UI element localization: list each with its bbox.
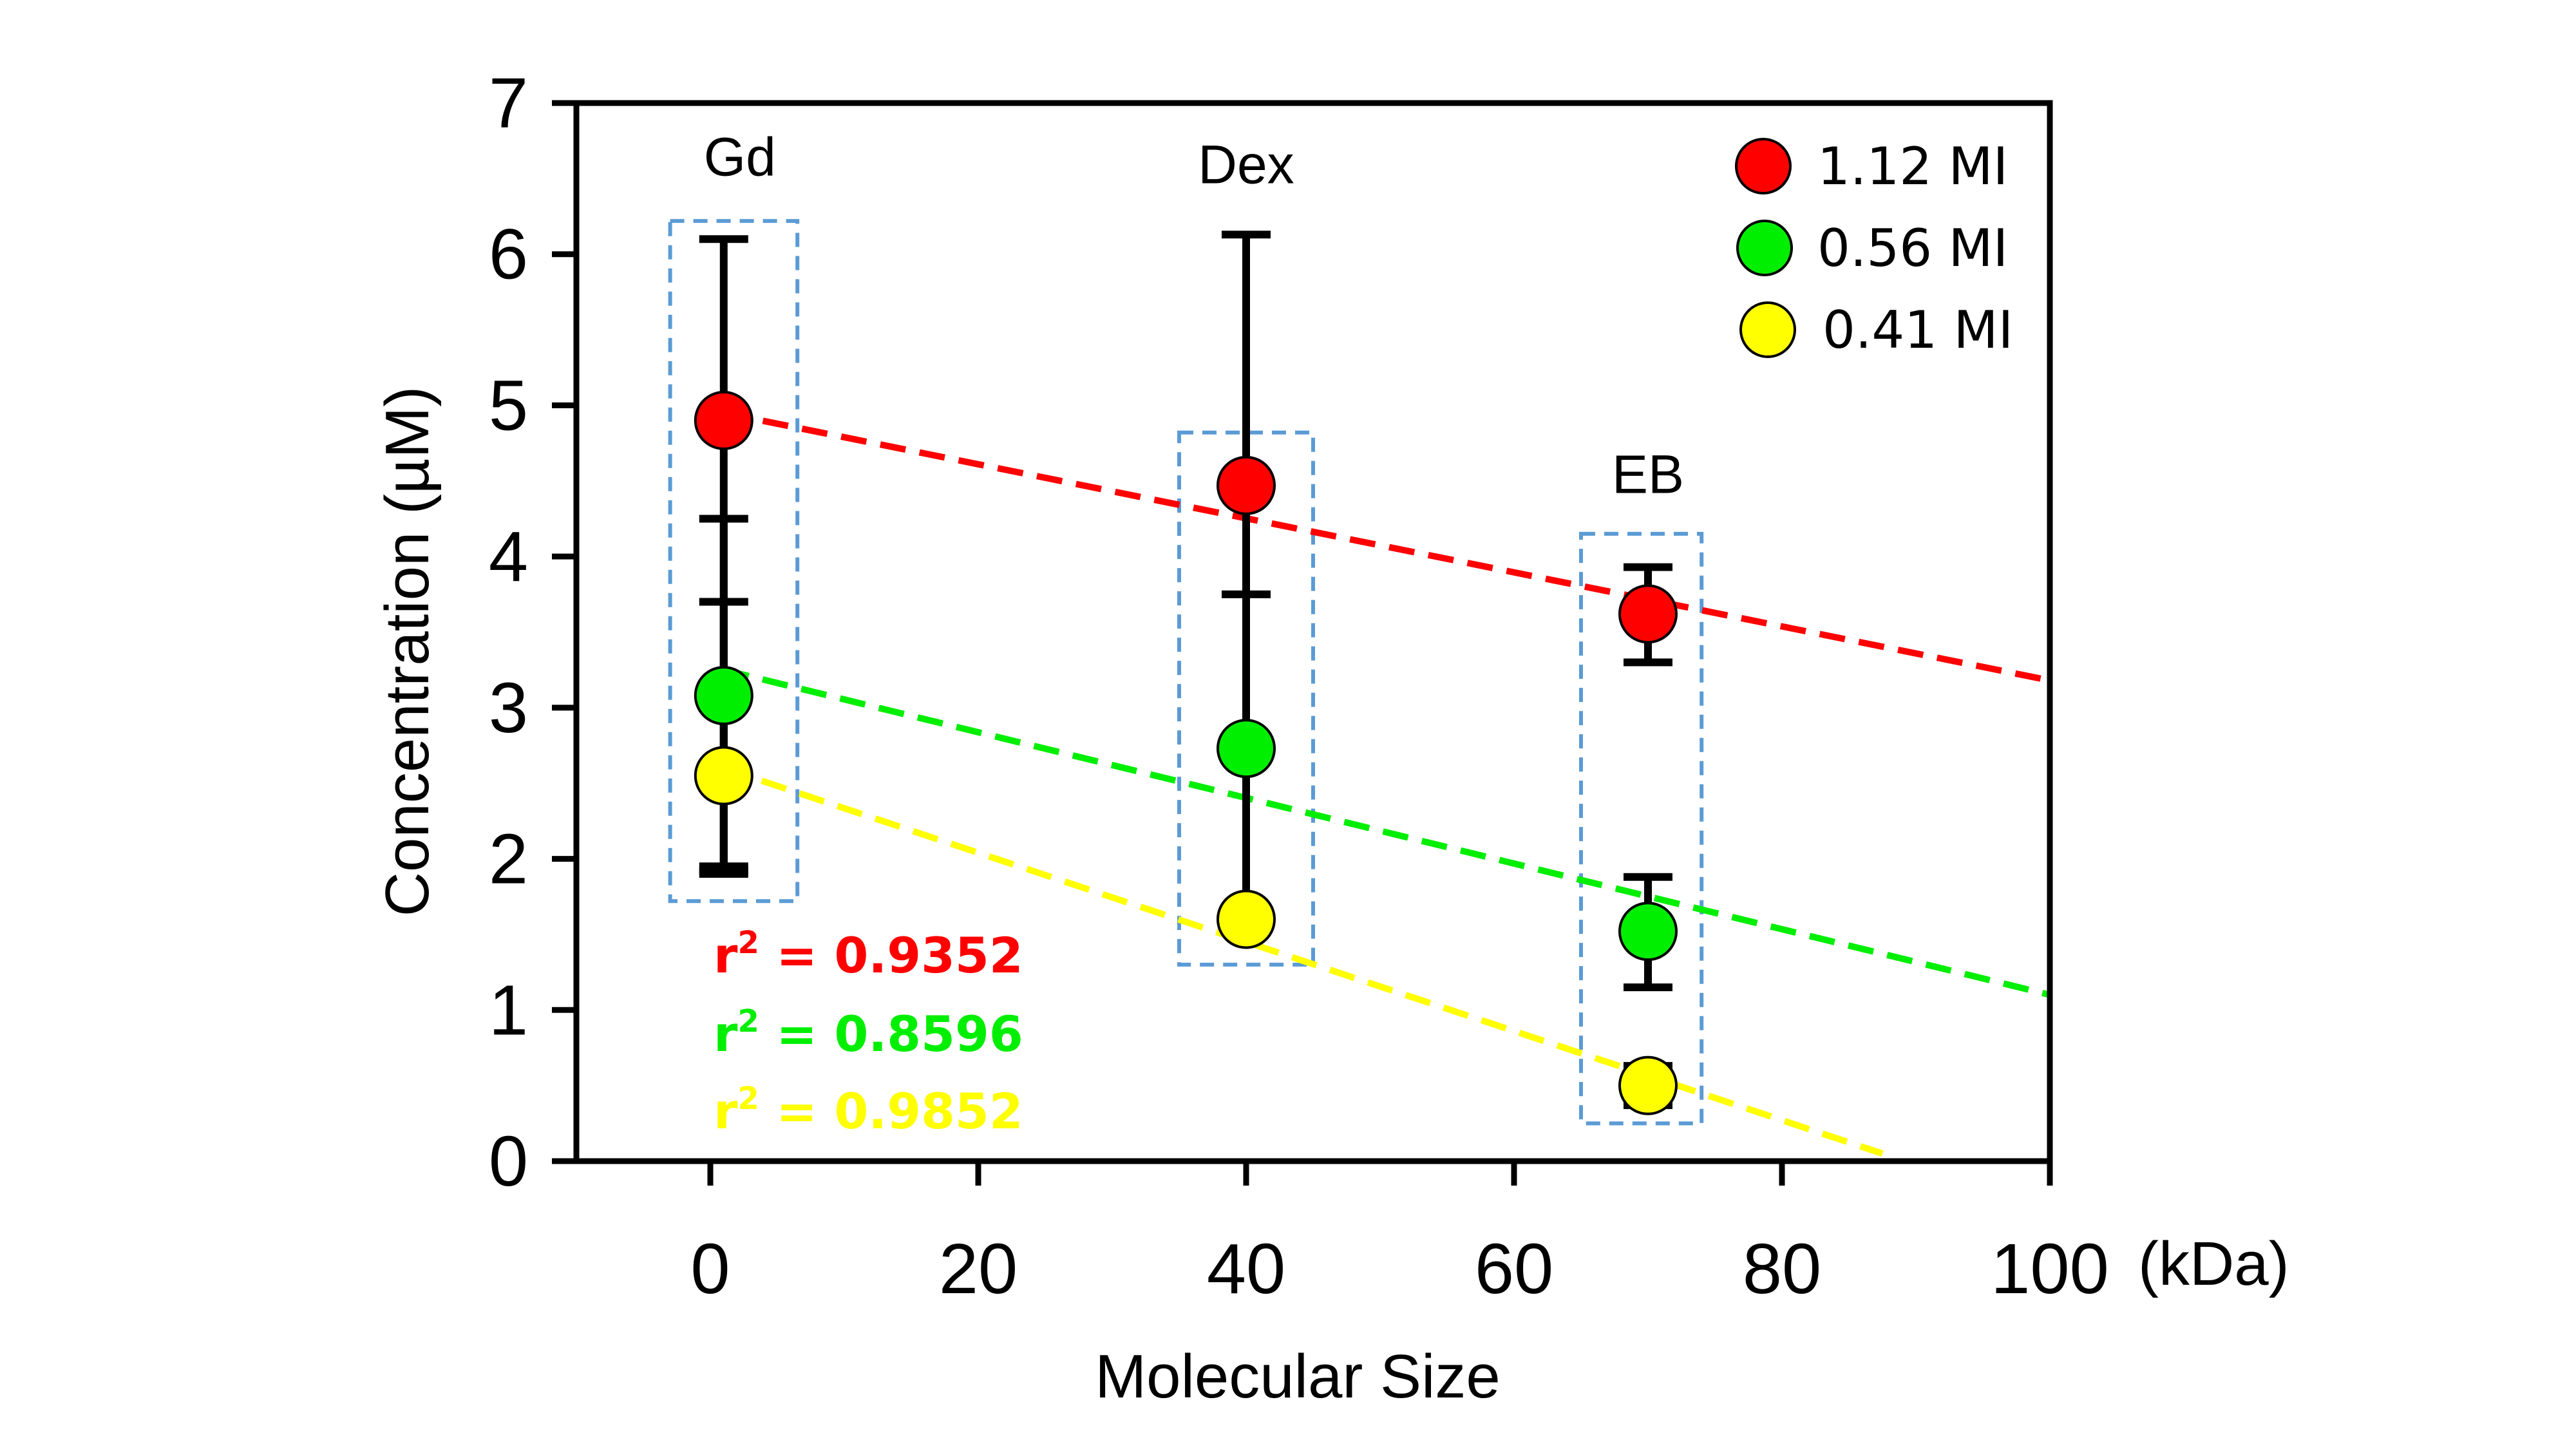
y-tick-label: 2 [489,820,528,899]
x-axis-unit: (kDa) [2138,1229,2289,1298]
r-squared-0-41-mi: r2 = 0.9852 [714,1081,1023,1140]
group-box-dex [1177,430,1315,967]
y-tick-label: 1 [489,971,528,1050]
fit-lines [723,410,2051,1157]
data-point [1618,1056,1678,1115]
r-squared-superscript: 2 [737,1003,759,1039]
x-tick-label: 100 [1991,1229,2109,1309]
r-squared-value: = 0.9352 [759,927,1023,984]
group-box-eb [1579,531,1704,1126]
fit-line-0 [723,410,2050,684]
axes [573,100,2053,1164]
plot-frame [573,100,2053,1164]
x-tick-label: 20 [939,1229,1018,1309]
group-label-dex: Dex [1198,134,1294,194]
group-box-gd [668,219,800,904]
r-squared-symbol: r [714,927,738,984]
x-tick-label: 0 [690,1229,730,1309]
legend-marker-0-41-mi [1739,301,1796,358]
data-point [1217,455,1276,515]
legend-label-0-41-mi: 0.41 MI [1823,300,2013,360]
data-point [694,390,753,450]
data-point [1618,584,1678,644]
y-tick-label: 6 [489,215,528,294]
r-squared-value: = 0.8596 [759,1005,1023,1063]
r-squared-symbol: r [714,1083,738,1140]
y-tick-label: 7 [489,64,528,143]
x-tick-label: 80 [1743,1229,1821,1309]
r-squared-0-56-mi: r2 = 0.8596 [714,1003,1023,1063]
group-label-gd: Gd [704,127,776,187]
r-squared-superscript: 2 [737,925,759,961]
legend-label-0-56-mi: 0.56 MI [1817,218,2008,278]
data-points [694,390,1678,1115]
data-point [1217,719,1276,779]
data-point [1217,889,1276,949]
x-tick-label: 60 [1475,1229,1553,1309]
x-axis-label: Molecular Size [1095,1342,1501,1411]
data-point [694,666,753,726]
group-boxes [668,219,1704,1126]
legend: 1.12 MI 0.56 MI 0.41 MI [1735,137,2013,360]
legend-label-1-12-mi: 1.12 MI [1817,137,2008,196]
legend-marker-1-12-mi [1735,138,1792,194]
y-axis-label: Concentration (µM) [373,386,442,917]
fit-line-2 [723,764,1884,1157]
x-tick-label: 40 [1207,1229,1285,1309]
y-tick-label: 3 [489,668,528,748]
y-tick-label: 0 [489,1122,528,1201]
r-squared-symbol: r [714,1005,738,1063]
r-squared-superscript: 2 [737,1081,759,1117]
y-tick-label: 5 [489,366,528,445]
data-point [1618,902,1678,961]
group-label-eb: EB [1612,444,1684,505]
axis-ticks: 0 20 40 60 80 100 0 1 2 3 4 5 6 7 [489,64,2109,1309]
y-tick-label: 4 [489,517,528,596]
fit-line-1 [723,667,2051,998]
r-squared-annotations: r2 = 0.9352 r2 = 0.8596 r2 = 0.9852 [714,925,1023,1140]
legend-marker-0-56-mi [1736,220,1793,276]
r-squared-value: = 0.9852 [759,1083,1023,1140]
data-point [694,746,753,806]
r-squared-1-12-mi: r2 = 0.9352 [714,925,1023,984]
